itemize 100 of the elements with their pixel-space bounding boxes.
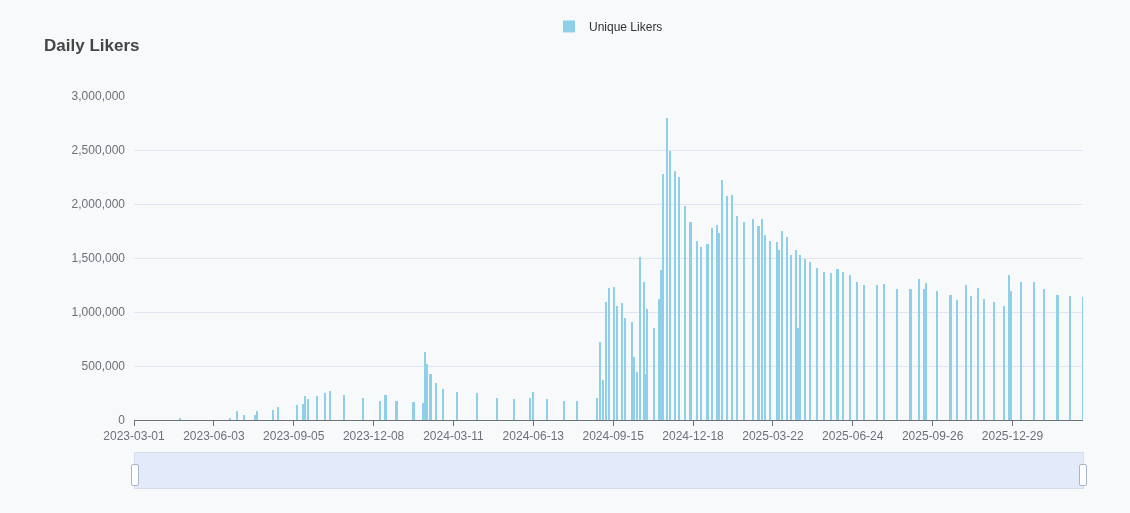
bar <box>795 250 797 420</box>
bar <box>918 279 920 420</box>
x-tick-label: 2024-12-18 <box>662 429 725 444</box>
bar <box>731 195 733 420</box>
bar <box>883 284 885 420</box>
bar <box>706 244 709 420</box>
x-tick-label: 2023-03-01 <box>103 429 166 444</box>
bar <box>1056 295 1059 420</box>
y-tick-label: 1,000,000 <box>71 305 126 320</box>
bar <box>684 206 686 420</box>
bar <box>608 288 610 420</box>
x-tick-label: 2025-09-26 <box>901 429 964 444</box>
bar <box>653 328 655 420</box>
bar <box>599 342 601 420</box>
bar <box>496 398 498 420</box>
x-tick-label: 2024-06-13 <box>502 429 565 444</box>
bar <box>726 196 728 420</box>
bar <box>970 296 972 420</box>
bar <box>343 395 345 420</box>
bar <box>1069 296 1071 420</box>
x-tick-label: 2025-12-29 <box>981 429 1044 444</box>
bar <box>721 180 723 420</box>
x-tick-label: 2023-06-03 <box>183 429 245 444</box>
x-tick-label: 2024-09-15 <box>582 429 645 444</box>
bar <box>1043 289 1045 420</box>
bar <box>304 396 306 420</box>
bar <box>674 171 676 420</box>
bar <box>700 247 702 420</box>
bar <box>804 259 806 420</box>
y-tick-label: 2,500,000 <box>71 143 126 158</box>
bar <box>736 216 738 420</box>
bar <box>752 219 754 420</box>
bar <box>769 241 771 420</box>
bar <box>896 289 898 420</box>
bar <box>776 242 778 420</box>
bar <box>836 269 839 420</box>
bar <box>296 405 298 420</box>
y-tick-label: 3,000,000 <box>71 89 126 104</box>
y-tick-label: 1,500,000 <box>71 251 126 266</box>
y-tick-label: 0 <box>118 413 126 428</box>
bar <box>909 289 912 420</box>
bar <box>799 255 801 420</box>
bar <box>816 268 818 420</box>
bar <box>424 352 426 420</box>
bar <box>639 257 641 420</box>
bar <box>613 287 615 420</box>
bar <box>329 391 331 420</box>
bar <box>532 392 534 420</box>
bar <box>277 407 279 420</box>
bar <box>395 401 398 420</box>
bar <box>936 291 938 420</box>
bar <box>761 219 763 420</box>
bar <box>863 285 865 420</box>
bar <box>316 396 318 420</box>
bar <box>1003 306 1005 420</box>
bar <box>563 401 565 420</box>
bar <box>243 415 245 420</box>
x-tick-label: 2023-12-08 <box>342 429 405 444</box>
chart-title: Daily Likers <box>44 36 140 56</box>
bar <box>678 177 680 420</box>
bar <box>456 392 458 420</box>
bar <box>823 272 825 420</box>
bar <box>236 411 238 420</box>
bar <box>786 237 788 420</box>
bar <box>956 300 958 420</box>
bar <box>689 222 692 420</box>
bar <box>379 401 381 420</box>
bar <box>324 393 326 420</box>
bar <box>856 282 858 420</box>
bar <box>743 222 745 420</box>
bar <box>384 395 387 420</box>
bar <box>621 303 623 420</box>
bar <box>256 411 258 420</box>
bar <box>1033 282 1035 420</box>
bar <box>711 228 713 420</box>
bar <box>925 283 927 420</box>
x-tick-label: 2024-03-11 <box>423 429 485 444</box>
bar <box>476 393 478 420</box>
bar <box>849 275 851 420</box>
bar <box>949 295 952 420</box>
bar <box>1020 282 1022 420</box>
x-tick-label: 2025-06-24 <box>822 429 884 444</box>
bar <box>965 285 967 420</box>
bar <box>809 262 811 420</box>
legend-label: Unique Likers <box>589 20 663 35</box>
bar <box>435 383 437 420</box>
x-tick-label: 2023-09-05 <box>263 429 325 444</box>
bar <box>842 272 844 420</box>
bar <box>830 273 832 420</box>
bar <box>412 402 415 420</box>
bar <box>696 241 698 420</box>
bar <box>876 285 878 420</box>
y-tick-label: 2,000,000 <box>71 197 126 212</box>
bar <box>362 398 364 420</box>
bar <box>254 415 256 420</box>
bar <box>576 401 578 420</box>
bar <box>790 255 792 420</box>
bar <box>993 302 995 420</box>
bar <box>983 299 985 420</box>
bar <box>631 322 633 420</box>
